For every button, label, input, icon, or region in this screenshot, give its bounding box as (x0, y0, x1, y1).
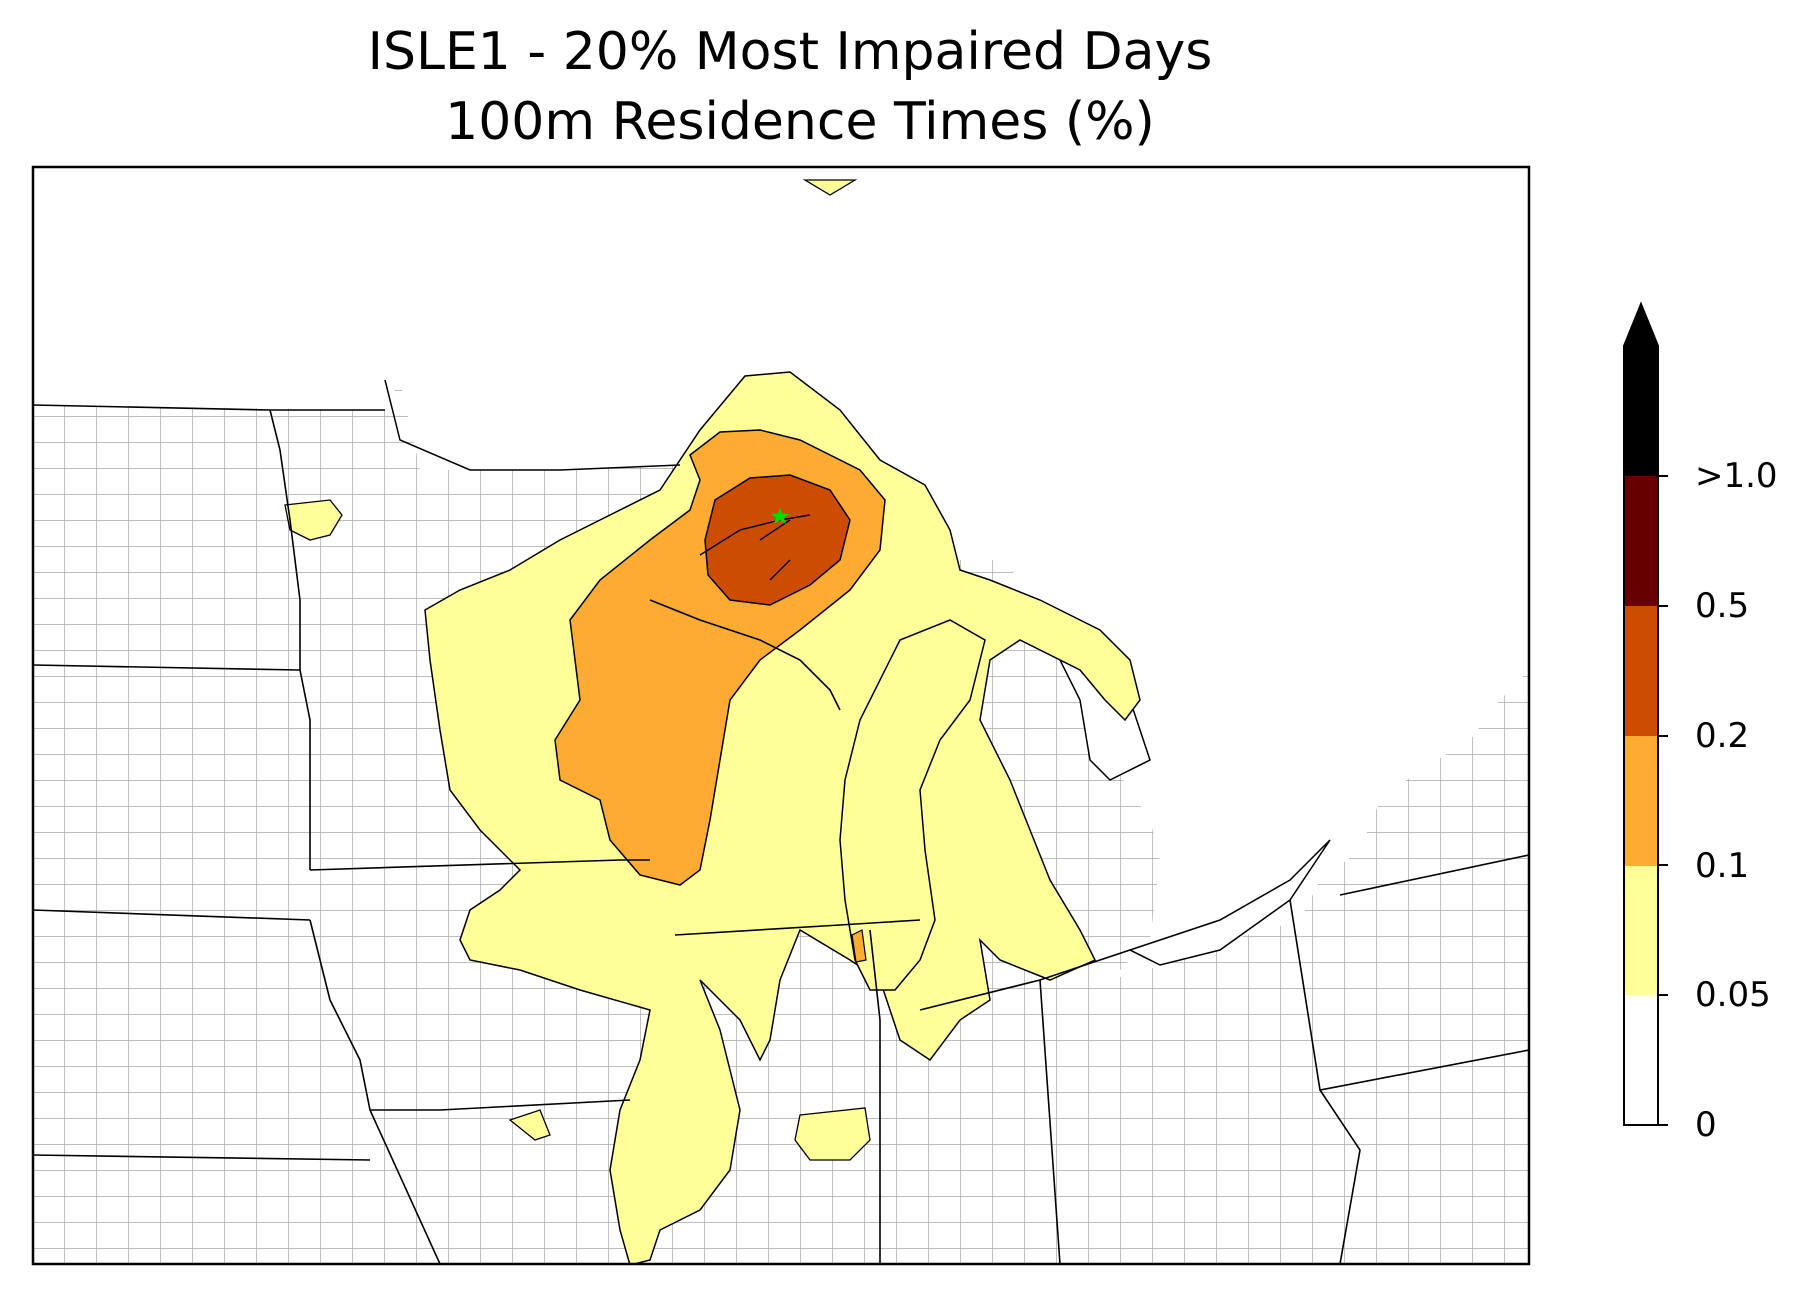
contour-small-orange (851, 929, 867, 963)
lake-erie (1128, 839, 1331, 966)
site-star-icon (771, 508, 789, 524)
colorbar-bin-2 (1624, 736, 1658, 866)
contour-0.2-0.5 (704, 474, 851, 606)
colorbar-tick-label: 0.5 (1695, 586, 1750, 626)
colorbar-bin-5 (1624, 346, 1658, 476)
colorbar-extend-arrow (1624, 304, 1658, 346)
lake-michigan (839, 619, 986, 991)
contour-blob-il2 (794, 1107, 871, 1161)
contour-blob-top (802, 179, 858, 196)
colorbar-ticks (1658, 475, 1668, 1126)
contour-blob-nd (284, 499, 343, 541)
colorbar-tick-label: 0.2 (1695, 716, 1750, 756)
colorbar-outline (1623, 301, 1659, 1126)
colorbar-bin-4 (1624, 476, 1658, 606)
state-boundaries (33, 404, 1529, 1264)
canada-boundary (384, 379, 681, 471)
colorbar-tick-label: >1.0 (1695, 456, 1778, 496)
colorbar-tick-label: 0.05 (1695, 975, 1771, 1015)
colorbar-bin-1 (1624, 865, 1658, 995)
chart-title: ISLE1 - 20% Most Impaired Days (367, 22, 1213, 82)
map-area (33, 179, 1529, 1264)
chart-subtitle: 100m Residence Times (%) (445, 92, 1155, 152)
colorbar-bin-3 (1624, 606, 1658, 736)
colorbar-tick-label: 0.1 (1695, 846, 1750, 886)
colorbar (1623, 301, 1668, 1126)
contour-blob-il1 (508, 1109, 551, 1141)
map-frame (31, 165, 1531, 1266)
colorbar-bin-0 (1624, 995, 1658, 1125)
colorbar-tick-label: 0 (1695, 1105, 1717, 1145)
